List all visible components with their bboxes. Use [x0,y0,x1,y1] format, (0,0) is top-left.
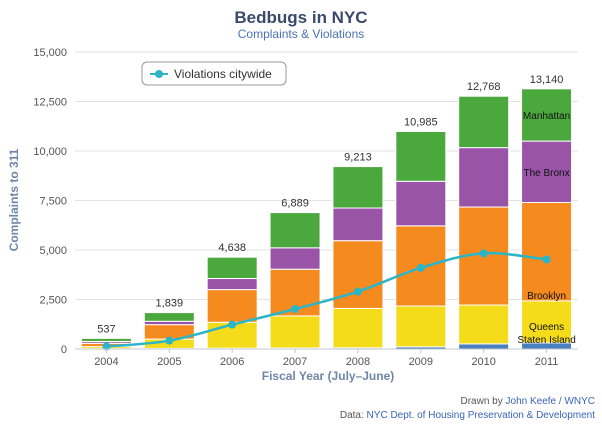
bar-stack-2011[interactable] [522,89,572,349]
credit-author-link[interactable]: John Keefe / WNYC [506,396,595,407]
violations-point[interactable] [165,337,173,345]
bar-segment-the-bronx[interactable] [333,208,383,241]
bar-segment-manhattan[interactable] [207,257,257,278]
y-tick-label: 5,000 [39,245,67,257]
bar-segment-manhattan[interactable] [144,313,194,322]
legend[interactable]: Violations citywide [142,62,286,85]
bar-segment-the-bronx[interactable] [144,321,194,324]
bar-stack-2006[interactable] [207,257,257,349]
bar-segment-queens[interactable] [459,305,509,344]
bar-total-label: 13,140 [530,74,564,86]
violations-point[interactable] [480,249,488,257]
y-tick-label: 7,500 [39,196,67,208]
bar-segment-staten-island[interactable] [459,344,509,349]
x-tick-label: 2006 [220,356,244,368]
bar-segment-queens[interactable] [396,306,446,347]
chart-subtitle: Complaints & Violations [238,27,365,41]
y-tick-label: 12,500 [33,97,67,109]
violations-point[interactable] [291,305,299,313]
borough-label-the-bronx: The Bronx [523,168,569,179]
violations-point[interactable] [354,288,362,296]
credit-drawn-by-prefix: Drawn by [461,396,506,407]
bar-segment-the-bronx[interactable] [459,148,509,207]
credit-data-source: Data: NYC Dept. of Housing Preservation … [340,410,595,421]
bar-segment-manhattan[interactable] [270,213,320,248]
bar-stack-2010[interactable] [459,96,509,349]
x-axis-title: Fiscal Year (July–June) [262,369,395,383]
bar-segment-the-bronx[interactable] [396,181,446,226]
chart-title: Bedbugs in NYC [234,8,367,27]
y-tick-label: 0 [61,344,67,356]
credit-data-prefix: Data: [340,410,367,421]
bar-segment-manhattan[interactable] [333,167,383,208]
bar-total-label: 12,768 [467,81,501,93]
y-axis-ticks: 0 2,500 5,000 7,500 10,000 12,500 15,000 [33,47,67,356]
y-tick-label: 15,000 [33,47,67,59]
x-axis-ticks: 2004 2005 2006 2007 2008 2009 2010 2011 [94,349,558,368]
bar-segment-queens[interactable] [270,316,320,348]
x-tick-label: 2005 [157,356,181,368]
legend-item-violations: Violations citywide [174,67,272,81]
bar-stack-2009[interactable] [396,131,446,349]
bar-stack-2008[interactable] [333,167,383,349]
violations-point[interactable] [543,256,551,264]
y-axis-title: Complaints to 311 [7,148,21,251]
x-tick-label: 2010 [471,356,495,368]
credit-drawn-by: Drawn by John Keefe / WNYC [461,396,596,407]
bar-segment-brooklyn[interactable] [207,290,257,323]
violations-point[interactable] [417,264,425,272]
x-tick-label: 2009 [409,356,433,368]
borough-label-queens: Queens [529,322,564,333]
x-tick-label: 2011 [535,356,559,368]
borough-label-staten-island: Staten Island [517,335,575,346]
legend-marker-icon [155,70,163,78]
bar-segment-manhattan[interactable] [459,96,509,147]
borough-label-manhattan: Manhattan [523,111,570,122]
y-tick-label: 2,500 [39,295,67,307]
y-tick-label: 10,000 [33,146,67,158]
borough-label-brooklyn: Brooklyn [527,291,566,302]
bar-total-label: 4,638 [218,242,246,254]
x-tick-label: 2008 [346,356,370,368]
credit-source-link[interactable]: NYC Dept. of Housing Preservation & Deve… [367,410,596,421]
bar-total-label: 537 [97,323,115,335]
bar-segment-brooklyn[interactable] [522,202,572,300]
bar-segment-manhattan[interactable] [81,338,131,341]
bar-segment-queens[interactable] [333,308,383,347]
bar-total-label: 6,889 [281,198,309,210]
x-tick-label: 2004 [94,356,118,368]
bar-total-label: 9,213 [344,152,372,164]
x-tick-label: 2007 [283,356,307,368]
bar-segment-brooklyn[interactable] [333,241,383,309]
bar-segment-manhattan[interactable] [396,131,446,181]
bar-total-label: 1,839 [156,298,184,310]
bar-stack-2007[interactable] [270,213,320,349]
bar-segment-the-bronx[interactable] [270,248,320,269]
credits: Drawn by John Keefe / WNYC Data: NYC Dep… [340,396,595,421]
stacked-bars [81,89,571,349]
bar-segment-the-bronx[interactable] [207,279,257,290]
bar-total-label: 10,985 [404,116,438,128]
violations-point[interactable] [228,321,236,329]
